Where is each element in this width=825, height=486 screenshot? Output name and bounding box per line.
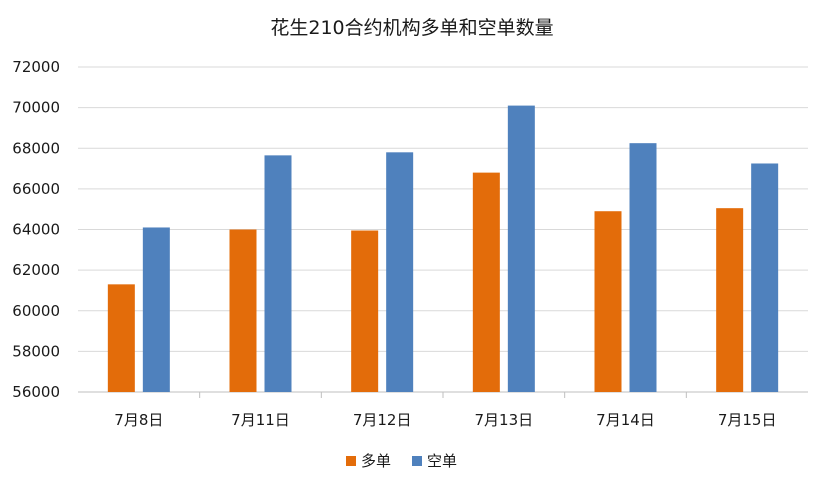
bar-short <box>386 152 414 392</box>
x-tick-label: 7月13日 <box>475 411 534 429</box>
x-tick-label: 7月14日 <box>596 411 655 429</box>
bar-short <box>142 227 170 392</box>
bar-long <box>594 211 622 392</box>
bar-long <box>716 208 744 392</box>
bar-long <box>229 229 257 392</box>
y-tick-label: 68000 <box>12 139 60 157</box>
y-tick-label: 56000 <box>12 383 60 401</box>
y-tick-label: 70000 <box>12 99 60 117</box>
chart-title: 花生210合约机构多单和空单数量 <box>270 17 553 39</box>
y-tick-label: 64000 <box>12 221 60 239</box>
x-tick-label: 7月12日 <box>353 411 412 429</box>
x-axis-ticks: 7月8日 7月11日 7月12日 7月13日 7月14日 7月15日 <box>114 392 776 429</box>
bar-short <box>507 105 535 392</box>
x-tick-label: 7月11日 <box>231 411 290 429</box>
legend: 多单 空单 <box>346 452 457 470</box>
legend-swatch <box>412 456 422 466</box>
y-tick-label: 72000 <box>12 58 60 76</box>
bar-short <box>264 155 292 392</box>
y-tick-label: 66000 <box>12 180 60 198</box>
y-axis-ticks: 56000 58000 60000 62000 64000 66000 68000 70000… <box>12 58 60 401</box>
bar-long <box>351 230 379 392</box>
x-tick-label: 7月15日 <box>718 411 777 429</box>
x-tick-label: 7月8日 <box>114 411 163 429</box>
legend-label: 空单 <box>427 452 457 470</box>
legend-label: 多单 <box>361 452 391 470</box>
bar-long <box>472 172 500 392</box>
y-tick-label: 62000 <box>12 261 60 279</box>
bar-long <box>107 284 135 392</box>
y-tick-label: 58000 <box>12 342 60 360</box>
bar-short <box>629 143 657 392</box>
gridlines <box>78 66 808 393</box>
legend-swatch <box>346 456 356 466</box>
y-tick-label: 60000 <box>12 302 60 320</box>
bar-short <box>751 163 779 392</box>
bars <box>107 105 779 392</box>
